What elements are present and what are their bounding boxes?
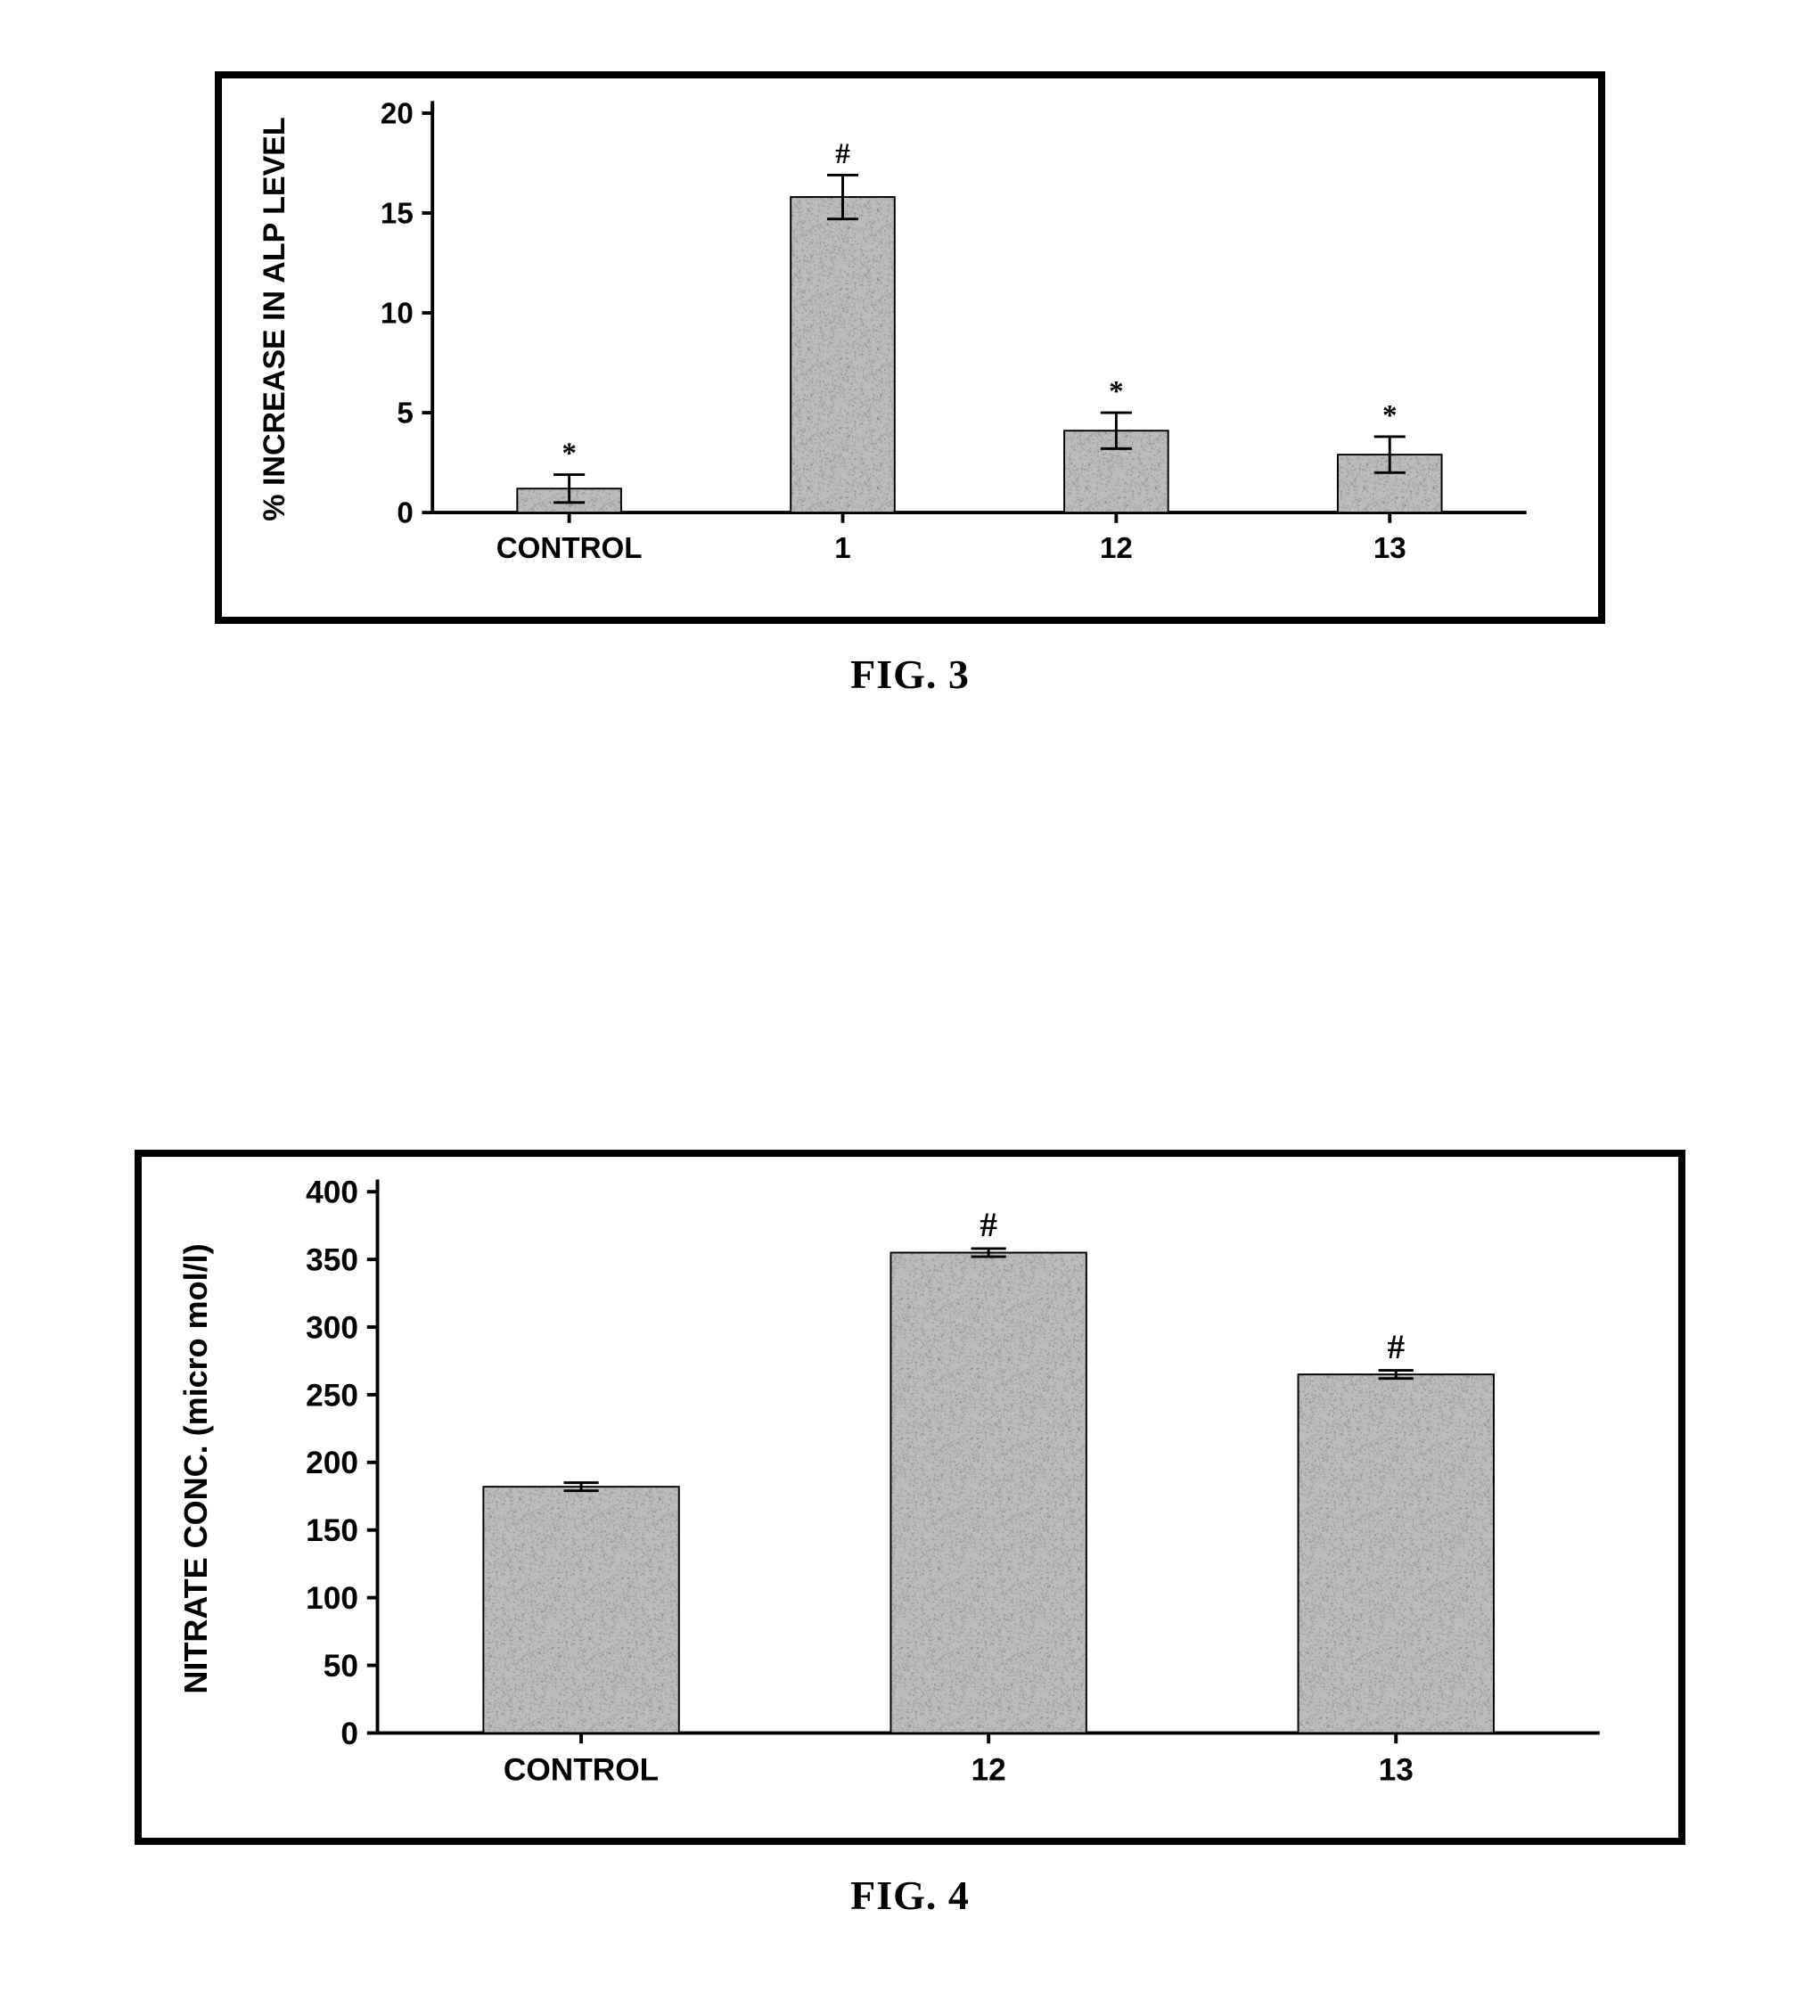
bar <box>1064 413 1168 512</box>
bar <box>791 175 895 512</box>
figure-4-y-axis-title: NITRATE CONC. (micro mol/l) <box>177 1192 215 1745</box>
figure-3: % INCREASE IN ALP LEVEL 0 5 10 15 20 * CONTROL… <box>215 71 1605 698</box>
significance-marker: * <box>1109 374 1124 407</box>
figure-3-chart: 0 5 10 15 20 * CONTROL #1 * 12 * 13 <box>222 78 1598 617</box>
significance-marker: * <box>1382 398 1398 431</box>
figure-4-chart-frame: NITRATE CONC. (micro mol/l) 0 50 100 150 200… <box>135 1150 1685 1845</box>
y-tick-label: 150 <box>306 1513 358 1548</box>
bar <box>517 475 621 513</box>
figure-3-y-axis-title: % INCREASE IN ALP LEVEL <box>258 114 292 524</box>
figure-4-chart: 0 50 100 150 200 250 300 350 400 CONTROL #12 #13 <box>142 1157 1678 1838</box>
bar <box>483 1483 678 1733</box>
y-tick-label: 0 <box>397 497 413 530</box>
figure-3-caption: FIG. 3 <box>215 651 1605 698</box>
category-label: CONTROL <box>504 1752 659 1787</box>
y-tick-label: 20 <box>381 98 414 131</box>
significance-marker: # <box>980 1206 997 1244</box>
y-tick-label: 100 <box>306 1581 358 1616</box>
y-tick-label: 250 <box>306 1378 358 1413</box>
category-label: 13 <box>1373 532 1406 565</box>
significance-marker: # <box>835 137 850 170</box>
bar <box>1299 1371 1494 1733</box>
y-tick-label: 10 <box>381 298 414 331</box>
y-tick-label: 300 <box>306 1310 358 1345</box>
bar <box>1338 437 1442 512</box>
y-tick-label: 15 <box>381 198 414 231</box>
y-tick-label: 50 <box>324 1649 358 1684</box>
y-tick-label: 5 <box>397 397 413 430</box>
y-tick-label: 350 <box>306 1242 358 1277</box>
category-label: 12 <box>971 1752 1006 1787</box>
y-tick-label: 400 <box>306 1176 358 1210</box>
y-tick-label: 0 <box>340 1717 358 1751</box>
figure-4-caption: FIG. 4 <box>135 1872 1685 1919</box>
significance-marker: # <box>1387 1328 1405 1366</box>
page: % INCREASE IN ALP LEVEL 05101520*CONTROL… <box>0 0 1820 2016</box>
significance-marker: * <box>562 437 577 470</box>
y-tick-label: 200 <box>306 1446 358 1480</box>
category-label: CONTROL <box>496 532 643 565</box>
category-label: 1 <box>834 532 850 565</box>
category-label: 13 <box>1379 1752 1414 1787</box>
bar <box>890 1249 1086 1733</box>
figure-4: NITRATE CONC. (micro mol/l) 0 50 100 150 200… <box>135 1150 1685 1919</box>
figure-3-chart-frame: % INCREASE IN ALP LEVEL 0 5 10 15 20 * CONTROL… <box>215 71 1605 624</box>
category-label: 12 <box>1100 532 1133 565</box>
